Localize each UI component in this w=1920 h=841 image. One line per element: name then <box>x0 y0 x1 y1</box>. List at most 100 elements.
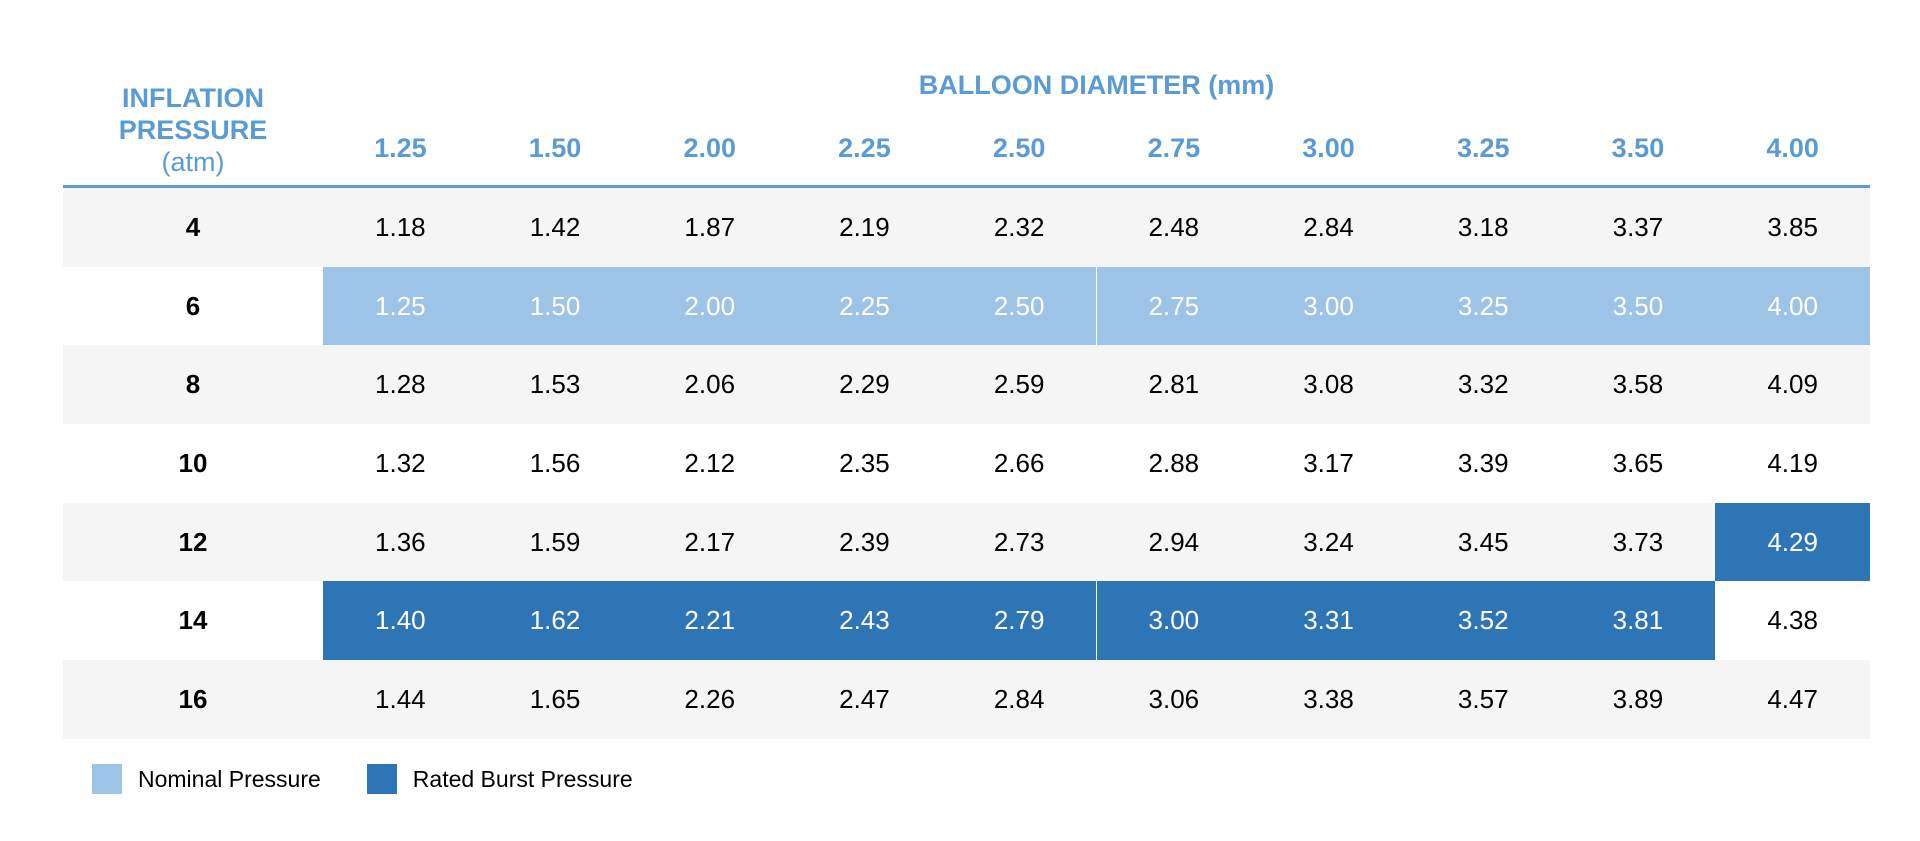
diameter-header-cell: 2.50 <box>992 133 1046 163</box>
diameter-cell: 3.08 <box>1303 369 1354 400</box>
rated-burst-diameter-cell: 3.31 <box>1251 581 1406 661</box>
diameter-cell: 2.59 <box>993 369 1045 400</box>
diameter-cell: 2.48 <box>1148 211 1200 242</box>
diameter-cell: 2.94 <box>1148 526 1200 557</box>
nominal-diameter-cell: 3.25 <box>1405 266 1561 346</box>
diameter-cell: 3.73 <box>1612 526 1664 557</box>
diameter-cell: 1.59 <box>529 526 581 557</box>
diameter-cell: 1.87 <box>684 211 736 242</box>
legend-item-rated: Rated Burst Pressure <box>366 764 633 794</box>
diameter-cell: 1.44 <box>375 683 426 714</box>
balloon-diameter-title: BALLOON DIAMETER (mm) <box>918 70 1275 100</box>
rated-burst-diameter-cell: 3.52 <box>1405 581 1561 661</box>
diameter-cell: 2.47 <box>839 683 890 714</box>
diameter-cell: 1.18 <box>375 211 426 242</box>
table-row: 6 1.25 1.50 2.00 2.25 2.50 2.75 3.00 3.25 3.50 4.0… <box>63 266 1870 346</box>
table-row: 12 1.36 1.59 2.17 2.39 2.73 2.94 3.24 3.45 3.73 4.… <box>63 502 1870 582</box>
diameter-cell: 3.37 <box>1612 211 1664 242</box>
nominal-diameter-cell: 2.75 <box>1096 266 1252 346</box>
header-divider <box>63 185 1870 188</box>
rated-burst-pressure-swatch <box>366 764 397 794</box>
diameter-cell: 2.06 <box>684 369 736 400</box>
diameter-cell: 1.42 <box>529 211 581 242</box>
diameter-cell: 4.19 <box>1767 447 1818 478</box>
rated-burst-diameter-cell: 2.21 <box>632 581 788 661</box>
legend-item-nominal: Nominal Pressure <box>92 764 321 794</box>
diameter-cell: 3.89 <box>1612 683 1664 714</box>
nominal-diameter-cell: 1.50 <box>477 266 633 346</box>
diameter-column-headers: 1.25 1.50 2.00 2.25 2.50 2.75 3.00 3.25 3.50 4.00 <box>323 131 1870 165</box>
diameter-header-cell: 2.25 <box>838 133 891 163</box>
diameter-cell: 3.38 <box>1303 683 1354 714</box>
diameter-cell: 3.65 <box>1612 447 1664 478</box>
pressure-cell: 14 <box>178 605 208 636</box>
diameter-cell: 2.66 <box>993 447 1045 478</box>
nominal-diameter-cell: 2.50 <box>941 266 1097 346</box>
diameter-cell: 2.19 <box>839 211 890 242</box>
diameter-cell: 3.17 <box>1303 447 1354 478</box>
diameter-header-cell: 1.25 <box>374 133 427 163</box>
nominal-diameter-cell: 1.25 <box>323 266 478 346</box>
nominal-diameter-cell: 2.25 <box>787 266 942 346</box>
legend: Nominal Pressure Rated Burst Pressure <box>92 764 679 794</box>
diameter-cell: 2.81 <box>1148 369 1200 400</box>
rated-burst-pressure-label: Rated Burst Pressure <box>412 765 633 792</box>
diameter-cell: 2.88 <box>1148 447 1200 478</box>
diameter-cell: 4.47 <box>1767 683 1818 714</box>
diameter-cell: 3.24 <box>1303 526 1354 557</box>
diameter-header-cell: 3.25 <box>1456 133 1510 163</box>
diameter-header-cell: 1.50 <box>528 133 582 163</box>
table-row: 8 1.28 1.53 2.06 2.29 2.59 2.81 3.08 3.32 3.58 4.0… <box>63 345 1870 425</box>
pressure-cell: 6 <box>185 290 201 321</box>
inflation-header-line2: PRESSURE <box>118 115 268 145</box>
diameter-cell: 3.18 <box>1457 211 1509 242</box>
diameter-cell: 2.73 <box>993 526 1045 557</box>
diameter-cell: 3.58 <box>1612 369 1664 400</box>
diameter-header-cell: 4.00 <box>1766 133 1819 163</box>
diameter-cell: 1.32 <box>375 447 426 478</box>
diameter-cell: 3.45 <box>1457 526 1509 557</box>
diameter-cell: 2.17 <box>684 526 736 557</box>
pressure-cell: 10 <box>178 447 208 478</box>
pressure-cell: 8 <box>185 369 201 400</box>
table-row: 10 1.32 1.56 2.12 2.35 2.66 2.88 3.17 3.39 3.65 4.… <box>63 424 1870 503</box>
table-row: 4 1.18 1.42 1.87 2.19 2.32 2.48 2.84 3.18 3.37 3.8… <box>63 188 1870 267</box>
diameter-cell: 1.28 <box>375 369 426 400</box>
diameter-cell: 1.53 <box>529 369 581 400</box>
diameter-cell: 1.36 <box>375 526 426 557</box>
diameter-header-cell: 2.75 <box>1147 133 1201 163</box>
diameter-cell: 2.84 <box>993 683 1045 714</box>
nominal-diameter-cell: 3.00 <box>1251 266 1406 346</box>
diameter-cell: 2.29 <box>839 369 890 400</box>
diameter-cell: 3.06 <box>1148 683 1200 714</box>
inflation-header-line1: INFLATION <box>122 83 264 113</box>
pressure-cell: 4 <box>185 211 201 242</box>
diameter-cell: 1.65 <box>529 683 581 714</box>
diameter-cell: 2.26 <box>684 683 736 714</box>
nominal-pressure-label: Nominal Pressure <box>138 765 321 792</box>
table-row: 14 1.40 1.62 2.21 2.43 2.79 3.00 3.31 3.52 3.81 4.… <box>63 581 1870 661</box>
compliance-table-body: 4 1.18 1.42 1.87 2.19 2.32 2.48 2.84 3.18 3.37 3.8… <box>63 188 1870 739</box>
rated-burst-diameter-cell: 1.40 <box>323 581 478 661</box>
diameter-cell: 2.39 <box>839 526 890 557</box>
rated-burst-diameter-cell: 3.00 <box>1096 581 1252 661</box>
diameter-cell: 3.57 <box>1457 683 1509 714</box>
diameter-header-cell: 3.00 <box>1302 133 1355 163</box>
nominal-pressure-swatch <box>92 764 122 794</box>
nominal-diameter-cell: 4.00 <box>1715 266 1870 346</box>
rated-burst-diameter-cell: 4.29 <box>1715 502 1870 582</box>
inflation-header-unit: (atm) <box>161 147 225 177</box>
diameter-cell: 4.38 <box>1767 605 1818 636</box>
diameter-cell: 2.12 <box>684 447 736 478</box>
nominal-diameter-cell: 2.00 <box>632 266 788 346</box>
rated-burst-diameter-cell: 3.81 <box>1560 581 1716 661</box>
diameter-cell: 2.84 <box>1303 211 1354 242</box>
pressure-cell: 16 <box>178 683 208 714</box>
diameter-cell: 4.09 <box>1767 369 1818 400</box>
diameter-cell: 1.56 <box>529 447 581 478</box>
diameter-cell: 3.85 <box>1767 211 1818 242</box>
inflation-pressure-header: INFLATION PRESSURE (atm) <box>63 82 323 178</box>
diameter-cell: 3.39 <box>1457 447 1509 478</box>
diameter-cell: 3.32 <box>1457 369 1509 400</box>
